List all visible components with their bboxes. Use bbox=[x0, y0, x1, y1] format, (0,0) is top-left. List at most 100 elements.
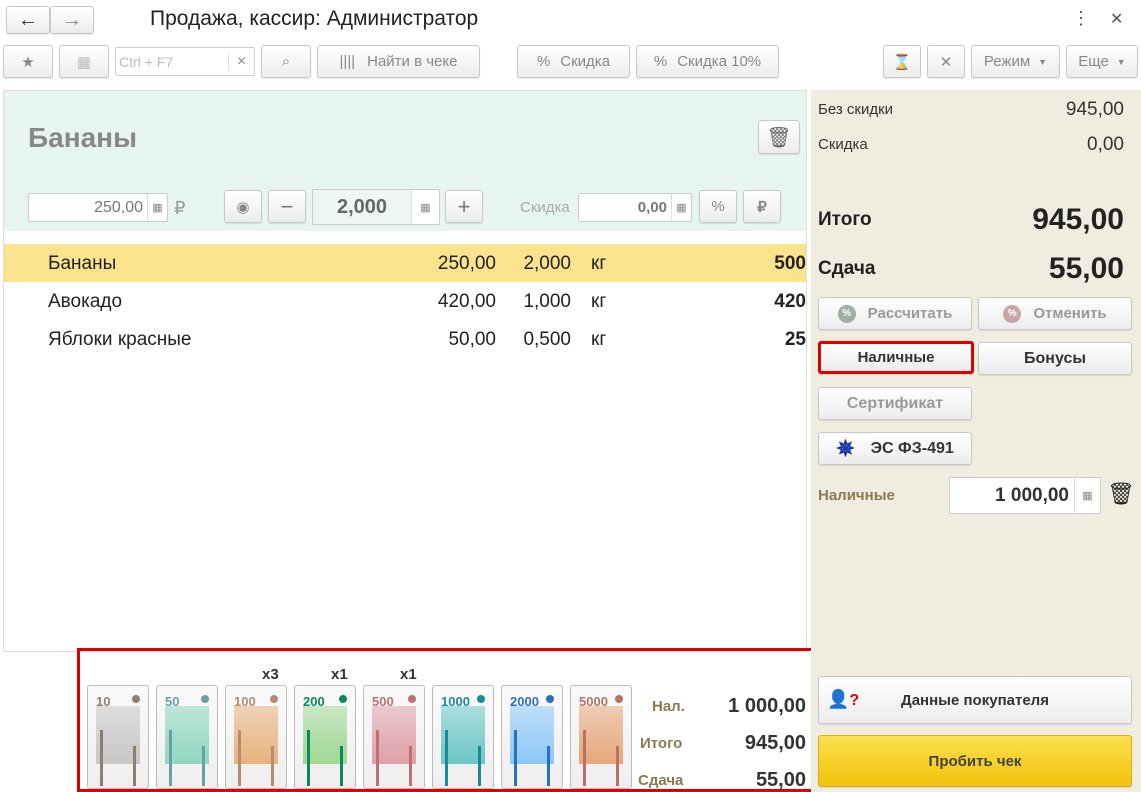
cancel-button[interactable]: % Отменить bbox=[978, 297, 1132, 330]
banknote-200[interactable]: 200 bbox=[294, 685, 356, 789]
banknote-100[interactable]: 100 bbox=[225, 685, 287, 789]
item-name: Бананы bbox=[28, 122, 138, 153]
hourglass-button[interactable]: ⌛ bbox=[883, 45, 921, 78]
banknote-5000[interactable]: 5000 bbox=[570, 685, 632, 789]
discount-label: Скидка bbox=[520, 199, 570, 216]
row-name: Авокадо bbox=[48, 291, 123, 312]
receipt-panel bbox=[3, 90, 807, 652]
calculator-icon[interactable]: ▦ bbox=[147, 194, 167, 221]
banknote-stripe bbox=[100, 730, 103, 786]
back-button[interactable]: ← bbox=[6, 6, 50, 34]
bonus-payment-button[interactable]: Бонусы bbox=[978, 342, 1132, 375]
forward-button[interactable]: → bbox=[50, 6, 94, 34]
banknote-50[interactable]: 50 bbox=[156, 685, 218, 789]
favorite-button[interactable]: ★ bbox=[3, 45, 53, 78]
ruble-discount-button[interactable]: ₽ bbox=[743, 190, 781, 223]
row-price: 250,00 bbox=[437, 253, 496, 274]
coin-icon bbox=[339, 695, 347, 703]
certificate-button[interactable]: Сертификат bbox=[818, 387, 972, 420]
banknote-stripe bbox=[307, 730, 310, 786]
find-in-receipt-button[interactable]: |||| Найти в чеке bbox=[317, 45, 480, 78]
percent-icon: % bbox=[1003, 304, 1022, 323]
row-price: 420,00 bbox=[437, 291, 496, 312]
percent-icon: % bbox=[653, 53, 668, 70]
cash-change-value: 55,00 bbox=[755, 769, 806, 791]
cancel-x-button[interactable]: ✕ bbox=[927, 45, 965, 78]
cash-payment-button[interactable]: Наличные bbox=[818, 341, 974, 374]
eye-button[interactable]: ◉ bbox=[224, 190, 262, 223]
banknote-face bbox=[510, 706, 554, 764]
banknote-2000[interactable]: 2000 bbox=[501, 685, 563, 789]
banknote-face bbox=[234, 706, 278, 764]
banknote-stripe bbox=[514, 730, 517, 786]
banknote-stripe bbox=[478, 746, 481, 786]
percent-discount-button[interactable]: % bbox=[699, 190, 737, 223]
banknote-stripe bbox=[271, 746, 274, 786]
banknote-face bbox=[165, 706, 209, 764]
row-price: 50,00 bbox=[448, 329, 496, 350]
cash-amount-field[interactable]: 1 000,00 ▦ bbox=[949, 477, 1101, 514]
row-unit: кг bbox=[591, 329, 607, 350]
minus-button[interactable]: − bbox=[268, 190, 306, 223]
cash-amount-label: Наличные bbox=[818, 487, 895, 504]
banknote-stripe bbox=[238, 730, 241, 786]
banknote-count: x3 bbox=[262, 666, 279, 683]
plus-button[interactable]: + bbox=[445, 190, 483, 223]
banknote-10[interactable]: 10 bbox=[87, 685, 149, 789]
banknote-1000[interactable]: 1000 bbox=[432, 685, 494, 789]
banknote-face bbox=[96, 706, 140, 764]
receipt-row[interactable]: Авокадо 420,00 1,000 кг 420 bbox=[4, 282, 806, 320]
banknote-count: x1 bbox=[400, 666, 417, 683]
es-button[interactable]: ✵ ЭС ФЗ-491 bbox=[818, 432, 972, 465]
delete-cash-icon[interactable]: 🗑 bbox=[1107, 481, 1135, 506]
es-logo-icon: ✵ bbox=[836, 435, 855, 461]
row-qty: 0,500 bbox=[523, 329, 571, 350]
grid-button[interactable]: ▦ bbox=[59, 45, 109, 78]
banknote-stripe bbox=[340, 746, 343, 786]
discount-button[interactable]: % Скидка bbox=[517, 45, 630, 78]
calculator-icon[interactable]: ▦ bbox=[411, 190, 439, 224]
quantity-field[interactable]: 2,000 ▦ bbox=[312, 189, 440, 225]
percent-icon: % bbox=[837, 304, 856, 323]
chevron-down-icon: ▼ bbox=[1116, 56, 1126, 67]
coin-icon bbox=[477, 695, 485, 703]
banknote-count: x1 bbox=[331, 666, 348, 683]
total-value: 945,00 bbox=[1032, 203, 1124, 236]
receipt-row[interactable]: Яблоки красные 50,00 0,500 кг 25 bbox=[4, 320, 806, 358]
receipt-row[interactable]: Бананы 250,00 2,000 кг 500 bbox=[4, 244, 806, 282]
banknote-stripe bbox=[409, 746, 412, 786]
print-receipt-button[interactable]: Пробить чек bbox=[818, 735, 1132, 787]
coin-icon bbox=[615, 695, 623, 703]
search-button[interactable]: ⌕ bbox=[261, 45, 311, 78]
price-field[interactable]: 250,00 ▦ bbox=[28, 193, 168, 222]
cash-summary-label: Нал. bbox=[652, 698, 685, 715]
user-question-icon: 👤? bbox=[827, 689, 860, 709]
calculate-button[interactable]: % Рассчитать bbox=[818, 297, 972, 330]
banknote-500[interactable]: 500 bbox=[363, 685, 425, 789]
more-menu-button[interactable]: Еще ▼ bbox=[1066, 45, 1138, 78]
percent-icon: % bbox=[536, 53, 551, 70]
search-input[interactable]: Ctrl + F7 × bbox=[115, 47, 255, 76]
discount10-button[interactable]: % Скидка 10% bbox=[636, 45, 779, 78]
delete-item-button[interactable]: 🗑 bbox=[758, 120, 800, 154]
calculator-icon[interactable]: ▦ bbox=[671, 194, 691, 221]
customer-data-button[interactable]: 👤? Данные покупателя bbox=[818, 676, 1132, 724]
mode-menu-button[interactable]: Режим ▼ bbox=[971, 45, 1060, 78]
coin-icon bbox=[132, 695, 140, 703]
row-sum: 420 bbox=[774, 291, 806, 312]
cash-total-value: 945,00 bbox=[744, 732, 806, 754]
more-vert-icon[interactable]: ⋮ bbox=[1072, 8, 1090, 28]
ruble-icon: ₽ bbox=[174, 198, 186, 218]
close-icon[interactable]: ✕ bbox=[1110, 11, 1124, 28]
row-unit: кг bbox=[591, 291, 607, 312]
calculator-icon[interactable]: ▦ bbox=[1074, 478, 1100, 513]
clear-icon[interactable]: × bbox=[228, 52, 254, 71]
banknote-stripe bbox=[376, 730, 379, 786]
coin-icon bbox=[408, 695, 416, 703]
banknote-stripe bbox=[202, 746, 205, 786]
coin-icon bbox=[201, 695, 209, 703]
banknote-stripe bbox=[133, 746, 136, 786]
cash-change-label: Сдача bbox=[638, 772, 684, 789]
discount-field[interactable]: 0,00 ▦ bbox=[578, 193, 692, 222]
banknote-stripe bbox=[616, 746, 619, 786]
